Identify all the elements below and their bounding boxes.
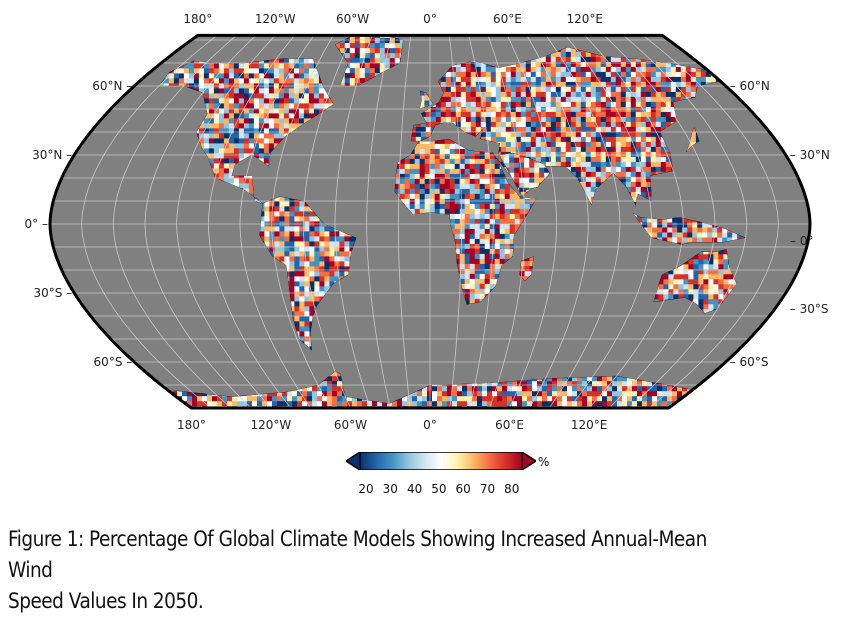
- top-lon-label: 120°W: [255, 12, 296, 26]
- top-lon-label: 60°W: [336, 12, 369, 26]
- bottom-lon-label: 180°: [177, 418, 206, 432]
- bottom-lon-label: 0°: [423, 418, 437, 432]
- right-lat-label: – 60°N: [730, 79, 770, 93]
- top-lon-label: 60°E: [493, 12, 522, 26]
- top-lon-label: 0°: [423, 12, 437, 26]
- colorbar: [346, 452, 536, 470]
- caption-line-2: Speed Values In 2050.: [8, 586, 722, 617]
- colorbar-low-arrow: [346, 452, 360, 470]
- colorbar-tick-label: 20: [358, 482, 373, 496]
- left-lat-label: 30°N –: [32, 148, 72, 162]
- figure-caption: Figure 1: Percentage Of Global Climate M…: [8, 524, 722, 617]
- left-lat-label: 30°S –: [33, 286, 72, 300]
- right-lat-label: – 30°N: [790, 148, 830, 162]
- left-lat-label: 0° –: [25, 217, 48, 231]
- bottom-lon-label: 120°E: [571, 418, 608, 432]
- right-lat-label: – 30°S: [790, 302, 829, 316]
- colorbar-tick-label: 50: [431, 482, 446, 496]
- caption-line-1: Figure 1: Percentage Of Global Climate M…: [8, 524, 722, 586]
- top-lon-label: 120°E: [567, 12, 604, 26]
- top-lon-label: 180°: [183, 12, 212, 26]
- bottom-lon-label: 120°W: [251, 418, 292, 432]
- colorbar-gradient: [360, 452, 522, 470]
- bottom-lon-label: 60°E: [495, 418, 524, 432]
- colorbar-tick-label: 80: [504, 482, 519, 496]
- left-lat-label: 60°N –: [92, 79, 132, 93]
- left-lat-label: 60°S –: [94, 355, 133, 369]
- right-lat-label: – 60°S: [730, 355, 769, 369]
- colorbar-tick-label: 40: [407, 482, 422, 496]
- colorbar-tick-label: 60: [456, 482, 471, 496]
- bottom-lon-label: 60°W: [334, 418, 367, 432]
- colorbar-unit: %: [538, 455, 549, 469]
- right-lat-label: – 0°: [790, 234, 813, 248]
- colorbar-high-arrow: [522, 452, 536, 470]
- colorbar-tick-label: 70: [480, 482, 495, 496]
- colorbar-tick-label: 30: [383, 482, 398, 496]
